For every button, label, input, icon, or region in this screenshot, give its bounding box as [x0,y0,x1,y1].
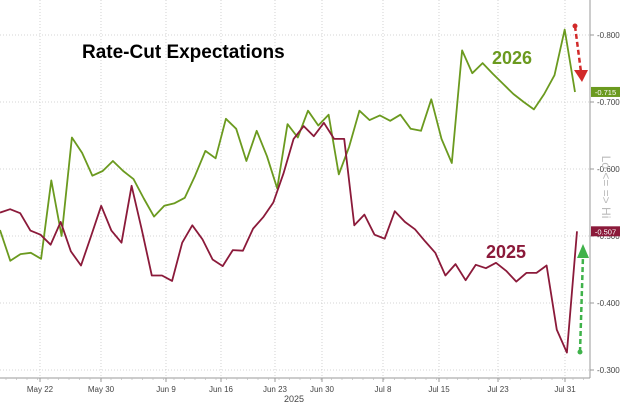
y-tick-label: -0.800 [597,31,620,40]
green-up-arrow-shaft [578,255,585,353]
green-up-arrow-head [577,244,589,258]
x-tick-label: Jun 9 [156,385,176,394]
x-tick-label: May 22 [27,385,54,394]
last-value-flag-2025 [591,226,620,237]
x-tick-label: Jul 8 [375,385,392,394]
series-line-2026 [0,28,576,262]
y-tick-label: -0.600 [597,165,620,174]
last-value-label-2025: -0.507 [595,227,616,236]
y-tick-label: -0.400 [597,299,620,308]
y-tick-label: -0.500 [597,232,620,241]
x-axis: May 22 May 30 Jun 9 Jun 16 Jun 23 Jun 30 Jul 8… [0,377,590,394]
arrows-group [572,23,589,355]
last-value-label-2026: -0.715 [595,88,616,97]
series-group: 2026 -0.715 2025 -0.507 [0,28,620,354]
x-tick-label: Jun 23 [263,385,288,394]
x-tick-label: Jun 16 [209,385,234,394]
y-tick-label: -0.300 [597,366,620,375]
green-arrow-start-dot [577,349,583,355]
x-tick-label: Jun 30 [310,385,335,394]
y-tick-label: -0.700 [597,98,620,107]
last-value-flag-2026 [591,86,620,97]
y-axis-label: Lo <= => Hi [599,156,613,219]
x-axis-year: 2025 [284,394,304,404]
x-tick-label: May 30 [88,385,115,394]
red-down-arrow-shaft [573,25,583,73]
y-axis: -0.800 -0.700 -0.600 -0.500 -0.400 -0.300 [589,0,620,378]
x-tick-label: Jul 31 [554,385,576,394]
series-label-2026: 2026 [492,48,532,68]
red-down-arrow-head [574,70,588,82]
series-line-2025 [0,121,578,354]
grid-lines [0,0,590,378]
series-label-2025: 2025 [486,242,526,262]
red-arrow-start-dot [572,23,578,29]
x-tick-label: Jul 23 [487,385,509,394]
x-tick-label: Jul 15 [428,385,450,394]
chart-title: Rate-Cut Expectations [82,42,285,63]
